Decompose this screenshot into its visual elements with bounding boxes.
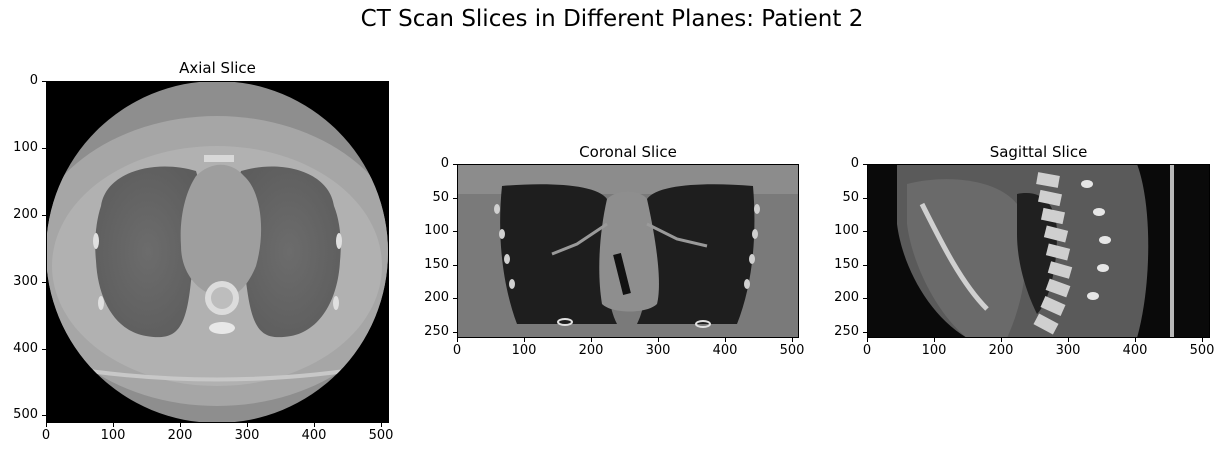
sagittal-ytick-label: 50 [842, 190, 859, 205]
coronal-xtick-mark [524, 338, 525, 342]
sagittal-ytick-mark [863, 164, 867, 165]
coronal-ct-image [457, 164, 799, 338]
coronal-ytick-mark [453, 164, 457, 165]
axial-ytick-label: 400 [13, 341, 38, 356]
axial-ytick-label: 100 [13, 140, 38, 155]
sagittal-xtick-mark [867, 338, 868, 342]
sagittal-ytick-label: 200 [834, 290, 859, 305]
coronal-ytick-mark [453, 298, 457, 299]
axial-ytick-mark [42, 148, 46, 149]
axial-xtick-mark [247, 423, 248, 427]
axial-ytick-mark [42, 81, 46, 82]
axial-ytick-label: 300 [13, 274, 38, 289]
axial-ytick-mark [42, 415, 46, 416]
coronal-ytick-mark [453, 198, 457, 199]
coronal-xtick-mark [792, 338, 793, 342]
coronal-ytick-label: 50 [432, 190, 449, 205]
sagittal-ytick-label: 150 [834, 257, 859, 272]
sagittal-ytick-mark [863, 332, 867, 333]
coronal-xtick-mark [725, 338, 726, 342]
axial-xtick-mark [46, 423, 47, 427]
coronal-ytick-label: 200 [424, 290, 449, 305]
sagittal-xtick-label: 400 [1122, 343, 1148, 358]
sagittal-ytick-label: 250 [834, 324, 859, 339]
sagittal-ct-image [867, 164, 1210, 338]
coronal-panel-title: Coronal Slice [579, 143, 677, 161]
coronal-ytick-mark [453, 332, 457, 333]
axial-ytick-label: 0 [29, 73, 38, 88]
coronal-ytick-mark [453, 265, 457, 266]
axial-panel-title: Axial Slice [179, 59, 256, 77]
axial-ytick-mark [42, 349, 46, 350]
axial-xtick-label: 200 [167, 428, 193, 443]
sagittal-xtick-mark [1001, 338, 1002, 342]
coronal-xtick-label: 500 [779, 343, 805, 358]
axial-xtick-mark [381, 423, 382, 427]
axial-xtick-label: 500 [368, 428, 394, 443]
coronal-xtick-label: 300 [645, 343, 671, 358]
axial-xtick-mark [180, 423, 181, 427]
coronal-ytick-label: 100 [424, 223, 449, 238]
sagittal-xtick-mark [934, 338, 935, 342]
axial-ytick-mark [42, 282, 46, 283]
sagittal-xtick-mark [1202, 338, 1203, 342]
sagittal-xtick-label: 300 [1055, 343, 1081, 358]
sagittal-xtick-label: 0 [862, 343, 872, 358]
sagittal-xtick-label: 100 [921, 343, 947, 358]
sagittal-panel-title: Sagittal Slice [989, 143, 1088, 161]
axial-xtick-mark [314, 423, 315, 427]
coronal-ytick-label: 0 [440, 156, 449, 171]
axial-ytick-mark [42, 215, 46, 216]
sagittal-xtick-mark [1068, 338, 1069, 342]
axial-xtick-label: 300 [234, 428, 260, 443]
sagittal-ytick-label: 100 [834, 223, 859, 238]
coronal-ytick-mark [453, 231, 457, 232]
coronal-ytick-label: 250 [424, 324, 449, 339]
sagittal-ytick-mark [863, 265, 867, 266]
axial-xtick-label: 0 [41, 428, 51, 443]
coronal-ytick-label: 150 [424, 257, 449, 272]
figure-title: CT Scan Slices in Different Planes: Pati… [360, 6, 864, 32]
sagittal-ytick-label: 0 [850, 156, 859, 171]
coronal-xtick-label: 100 [511, 343, 537, 358]
sagittal-xtick-label: 500 [1189, 343, 1215, 358]
axial-ct-image [46, 81, 389, 423]
coronal-xtick-mark [658, 338, 659, 342]
axial-ytick-label: 500 [13, 407, 38, 422]
sagittal-ytick-mark [863, 231, 867, 232]
coronal-xtick-label: 0 [452, 343, 462, 358]
sagittal-xtick-label: 200 [988, 343, 1014, 358]
axial-ytick-label: 200 [13, 207, 38, 222]
sagittal-xtick-mark [1135, 338, 1136, 342]
axial-xtick-label: 100 [100, 428, 126, 443]
sagittal-ytick-mark [863, 298, 867, 299]
axial-xtick-mark [113, 423, 114, 427]
axial-xtick-label: 400 [301, 428, 327, 443]
coronal-xtick-label: 200 [578, 343, 604, 358]
sagittal-ytick-mark [863, 198, 867, 199]
coronal-xtick-mark [457, 338, 458, 342]
coronal-xtick-label: 400 [712, 343, 738, 358]
coronal-xtick-mark [591, 338, 592, 342]
